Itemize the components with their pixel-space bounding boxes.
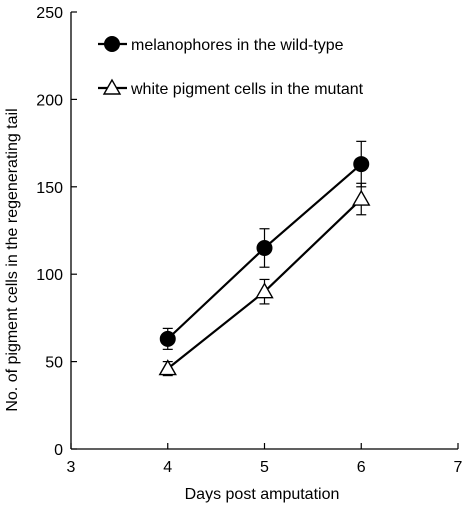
y-tick-label: 100: [36, 267, 63, 284]
legend-label: white pigment cells in the mutant: [130, 81, 364, 98]
legend-marker: [102, 78, 122, 95]
y-tick-label: 250: [36, 5, 63, 22]
y-tick-label: 50: [45, 355, 63, 372]
y-tick-label: 150: [36, 180, 63, 197]
data-point: [352, 189, 371, 206]
data-point: [159, 330, 176, 347]
series-1: [158, 182, 371, 377]
x-tick-label: 6: [357, 459, 366, 476]
y-tick-label: 0: [54, 442, 63, 459]
legend-marker: [104, 36, 120, 52]
y-axis-title: No. of pigment cells in the regenerating…: [4, 108, 21, 411]
x-tick-label: 7: [454, 459, 462, 476]
x-tick-label: 4: [163, 459, 172, 476]
legend: melanophores in the wild-type white pigme…: [98, 36, 364, 98]
y-axis-ticks: 0 50 100 150 200 250: [36, 5, 77, 459]
y-tick-label: 200: [36, 92, 63, 109]
x-tick-label: 5: [260, 459, 269, 476]
x-tick-label: 3: [67, 459, 76, 476]
x-axis-title: Days post amputation: [185, 486, 340, 503]
data-point: [255, 282, 274, 299]
data-point: [353, 156, 370, 173]
series-0: [159, 140, 370, 350]
data-point: [256, 239, 273, 256]
data-point: [158, 359, 177, 376]
series-layer: [158, 140, 371, 377]
legend-label: melanophores in the wild-type: [131, 37, 344, 54]
x-axis-ticks: 3 4 5 6 7: [67, 443, 462, 476]
